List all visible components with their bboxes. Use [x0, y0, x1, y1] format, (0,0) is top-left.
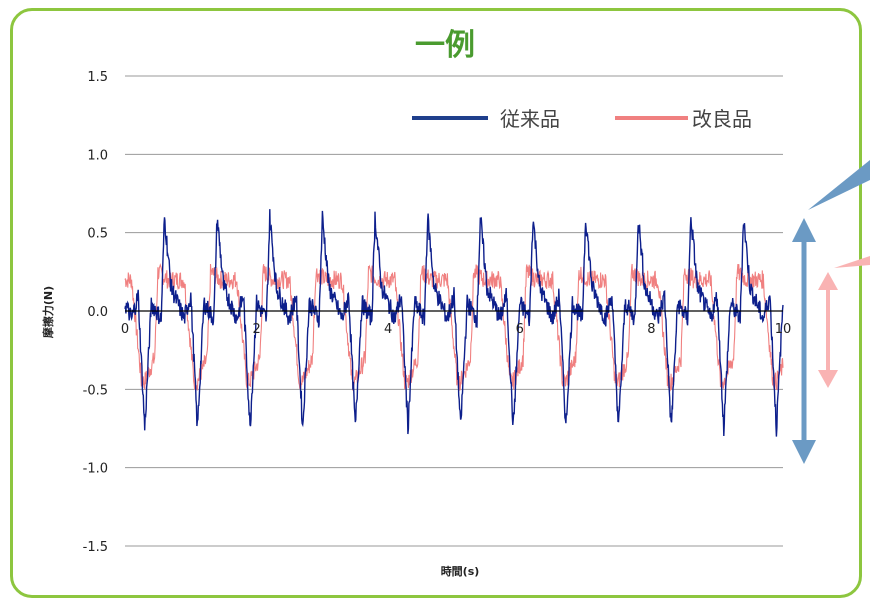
y-tick-label-6: -1.5	[83, 540, 108, 555]
legend-label-series-0: 従来品	[500, 107, 560, 131]
series-line-0	[124, 209, 784, 437]
callout-pointer-pink	[834, 256, 870, 268]
y-tick-label-4: -0.5	[83, 383, 108, 398]
legend: 従来品 改良品	[412, 107, 752, 131]
x-tick-labels: 0 2 4 6 8 10	[121, 322, 791, 337]
callout-pointer-blue	[808, 160, 870, 210]
y-tick-label-0: 1.5	[87, 70, 108, 85]
y-tick-label-3: 0.0	[87, 305, 108, 320]
x-tick-label-3: 6	[516, 322, 524, 337]
chart-title: 一例	[415, 28, 475, 63]
y-tick-label-1: 1.0	[87, 148, 108, 163]
series-lines	[124, 209, 784, 437]
y-tick-label-5: -1.0	[83, 462, 108, 477]
amplitude-arrow-pink-top	[818, 272, 838, 290]
x-tick-label-0: 0	[121, 322, 129, 337]
x-tick-label-1: 2	[252, 322, 260, 337]
x-axis-label: 時間(s)	[441, 564, 480, 578]
y-axis-label: 摩擦力(N)	[41, 286, 55, 338]
x-tick-label-5: 10	[775, 322, 792, 337]
y-tick-label-2: 0.5	[87, 227, 108, 242]
amplitude-arrow-blue-top	[792, 218, 816, 242]
x-tick-label-4: 8	[647, 322, 655, 337]
x-tick-label-2: 4	[384, 322, 392, 337]
y-tick-labels: 1.5 1.0 0.5 0.0 -0.5 -1.0 -1.5	[83, 70, 108, 555]
grid-lines	[125, 75, 783, 547]
amplitude-arrow-blue-bottom	[792, 440, 816, 464]
amplitude-arrow-pink-bottom	[818, 370, 838, 388]
amplitude-annotations	[792, 160, 870, 464]
legend-label-series-1: 改良品	[692, 107, 752, 131]
